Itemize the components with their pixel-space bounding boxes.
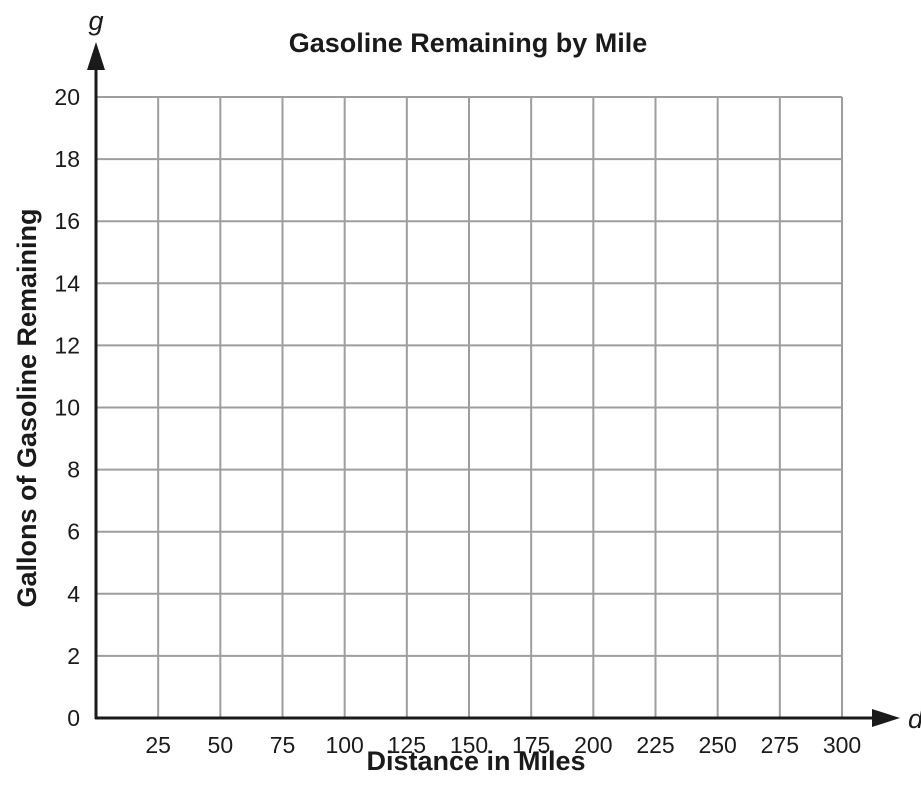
x-tick-label: 250: [698, 732, 736, 758]
x-tick-label: 225: [636, 732, 674, 758]
y-tick-label: 0: [67, 705, 80, 731]
x-tick-label: 75: [270, 732, 296, 758]
y-axis-variable: g: [88, 6, 103, 36]
x-tick-label: 200: [574, 732, 612, 758]
x-axis-variable: d: [908, 704, 921, 734]
y-tick-label: 16: [54, 208, 80, 234]
x-tick-label: 150: [450, 732, 488, 758]
y-axis-title: Gallons of Gasoline Remaining: [12, 208, 42, 607]
y-tick-label: 6: [67, 519, 80, 545]
y-tick-label: 20: [54, 84, 80, 110]
x-tick-label: 300: [823, 732, 861, 758]
y-tick-label: 4: [67, 581, 80, 607]
grid: [96, 96, 843, 718]
axes: [87, 42, 900, 727]
y-tick-label: 10: [54, 395, 80, 421]
tick-labels: 0 2 4 6 8 10 12 14 16 18 20 25 50 75 100 125 150 175 200 22…: [54, 84, 861, 758]
y-axis-arrow: [87, 42, 105, 70]
x-tick-label: 175: [512, 732, 550, 758]
x-axis-arrow: [872, 709, 900, 727]
x-axis-title: Distance in Miles: [366, 746, 585, 776]
x-tick-label: 100: [325, 732, 363, 758]
x-tick-label: 25: [145, 732, 171, 758]
x-tick-label: 50: [208, 732, 234, 758]
y-tick-label: 8: [67, 457, 80, 483]
y-tick-label: 12: [54, 332, 80, 358]
y-tick-label: 2: [67, 643, 80, 669]
y-tick-label: 14: [54, 270, 80, 296]
chart-title: Gasoline Remaining by Mile: [289, 28, 648, 58]
x-tick-label: 275: [761, 732, 799, 758]
x-tick-label: 125: [388, 732, 426, 758]
y-tick-label: 18: [54, 146, 80, 172]
